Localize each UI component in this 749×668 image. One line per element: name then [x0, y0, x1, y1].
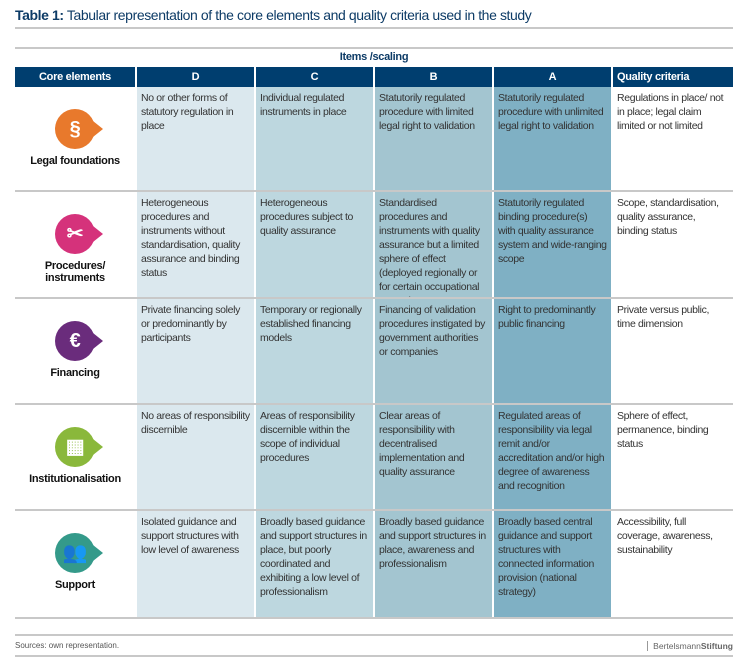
scale-cell-B: Clear areas of responsibility with decen… [375, 405, 492, 509]
scale-cell-C: Heterogeneous procedures subject to qual… [256, 192, 373, 297]
header-core-elements: Core elements [15, 67, 135, 87]
tools-icon: ✂ [55, 214, 103, 254]
scale-cell-D: No or other forms of statutory regulatio… [137, 87, 254, 190]
scale-cell-D: No areas of responsibility discernible [137, 405, 254, 509]
scale-cell-A: Right to predominantly public financing [494, 299, 611, 403]
divider [15, 655, 733, 657]
row-divider [15, 297, 733, 299]
scale-cell-A: Statutorily regulated procedure with unl… [494, 87, 611, 190]
brand-part: Stiftung [700, 641, 733, 651]
scale-cell-C: Temporary or regionally established fina… [256, 299, 373, 403]
icon-glyph: ▦ [65, 436, 85, 458]
euro-icon: € [55, 321, 103, 361]
paragraph-icon: § [55, 109, 103, 149]
divider [15, 47, 733, 49]
scale-cell-A: Broadly based central guidance and suppo… [494, 511, 611, 617]
scale-cell-D: Isolated guidance and support structures… [137, 511, 254, 617]
icon-glyph: ✂ [66, 223, 84, 245]
divider [15, 634, 733, 636]
sources-note: Sources: own representation. [15, 641, 120, 650]
divider [15, 27, 733, 29]
header-quality-criteria: Quality criteria [613, 67, 733, 87]
quality-criteria-cell: Sphere of effect, permanence, binding st… [617, 410, 709, 450]
title-text: Tabular representation of the core eleme… [66, 7, 532, 23]
header-D: D [137, 67, 254, 87]
quality-criteria-cell: Regulations in place/ not in place; lega… [617, 92, 724, 132]
scale-cell-D: Heterogeneous procedures and instruments… [137, 192, 254, 297]
brand-part: Bertelsmann [653, 641, 701, 651]
scale-cell-B: Statutorily regulated procedure with lim… [375, 87, 492, 190]
quality-criteria-cell: Accessibility, full coverage, awareness,… [617, 516, 713, 556]
building-icon: ▦ [55, 427, 103, 467]
core-element-label: Institutionalisation [29, 473, 121, 485]
table-title: Table 1: Tabular representation of the c… [15, 7, 532, 23]
core-element: ▦ Institutionalisation [15, 427, 135, 485]
core-element-label: Legal foundations [30, 155, 120, 167]
core-element: ✂ Procedures/ instruments [15, 214, 135, 284]
core-element: € Financing [15, 321, 135, 379]
scale-cell-A: Regulated areas of responsibility via le… [494, 405, 611, 509]
row-divider [15, 617, 733, 619]
icon-glyph: 👥 [62, 542, 88, 564]
people-icon: 👥 [55, 533, 103, 573]
items-scaling-label: Items /scaling [339, 51, 409, 63]
core-element: § Legal foundations [15, 109, 135, 167]
core-element-label: Financing [50, 367, 100, 379]
scale-cell-C: Broadly based guidance and support struc… [256, 511, 373, 617]
core-element-label: Procedures/ instruments [44, 260, 106, 284]
quality-criteria-cell: Scope, standardisation, quality assuranc… [617, 197, 719, 237]
title-prefix: Table 1: [15, 7, 64, 23]
scale-cell-B: Broadly based guidance and support struc… [375, 511, 492, 617]
icon-glyph: € [69, 330, 81, 352]
row-divider [15, 190, 733, 192]
scale-cell-C: Individual regulated instruments in plac… [256, 87, 373, 190]
scale-cell-A: Statutorily regulated binding procedure(… [494, 192, 611, 297]
scale-cell-D: Private financing solely or predominantl… [137, 299, 254, 403]
scale-cell-C: Areas of responsibility discernible with… [256, 405, 373, 509]
header-C: C [256, 67, 373, 87]
core-element-label: Support [54, 579, 96, 591]
icon-glyph: § [69, 118, 81, 140]
scale-cell-B: Standardised procedures and instruments … [375, 192, 492, 307]
header-A: A [494, 67, 611, 87]
row-divider [15, 403, 733, 405]
scale-cell-B: Financing of validation procedures insti… [375, 299, 492, 403]
header-B: B [375, 67, 492, 87]
quality-criteria-cell: Private versus public, time dimension [617, 304, 710, 330]
core-element: 👥 Support [15, 533, 135, 591]
row-divider [15, 509, 733, 511]
brand-logo: BertelsmannStiftung [647, 641, 733, 651]
